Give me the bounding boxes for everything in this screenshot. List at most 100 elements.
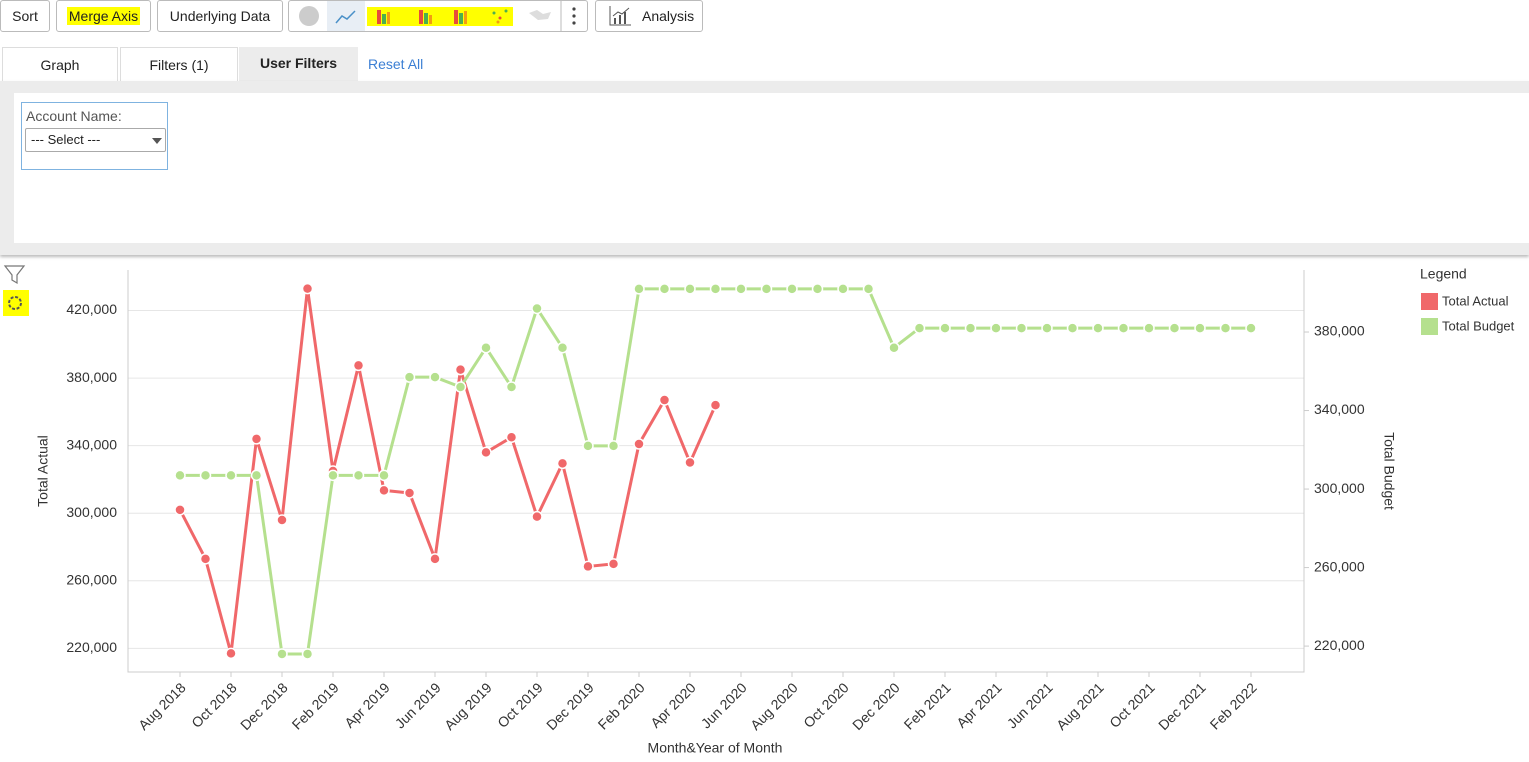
- x-tick-label: Oct 2021: [1106, 679, 1158, 731]
- data-point: [556, 341, 569, 354]
- filter-area: Account Name: --- Select ---: [14, 93, 1529, 243]
- filter-add-icon: [3, 265, 26, 285]
- x-tick-label: Feb 2020: [595, 679, 648, 732]
- data-point: [1066, 322, 1079, 334]
- filters-tab[interactable]: Filters (1): [120, 47, 238, 81]
- series-line: [180, 287, 1251, 656]
- reset-all-link[interactable]: Reset All: [368, 56, 424, 72]
- y-tick-label: 300,000: [66, 504, 117, 520]
- underlying-data-label: Underlying Data: [169, 8, 271, 24]
- y2-tick-label: 380,000: [1314, 323, 1365, 339]
- stacked-icon[interactable]: [419, 10, 432, 24]
- data-point: [1245, 322, 1257, 334]
- data-point: [913, 322, 926, 334]
- x-tick-label: Aug 2019: [441, 679, 495, 733]
- settings-icon: [8, 296, 22, 310]
- data-point: [709, 399, 722, 411]
- data-point: [352, 469, 365, 482]
- data-point: [301, 282, 314, 295]
- sort-button[interactable]: Sort: [0, 0, 50, 32]
- data-point: [480, 446, 492, 459]
- legend-swatch: [1421, 318, 1438, 335]
- data-point: [658, 394, 671, 406]
- x-tick-label: Feb 2019: [289, 679, 342, 732]
- data-point: [1117, 322, 1130, 334]
- legend-swatch: [1421, 293, 1438, 310]
- x-tick-label: Dec 2020: [849, 679, 903, 733]
- x-tick-label: Feb 2021: [901, 679, 954, 732]
- line-icon-bg: [327, 1, 365, 31]
- data-point: [327, 469, 339, 482]
- data-point: [862, 283, 875, 295]
- scatter-icon[interactable]: [492, 9, 508, 24]
- select-arrow: [152, 138, 162, 144]
- data-point: [505, 381, 518, 393]
- line-icon[interactable]: [335, 10, 356, 24]
- y2-axis-title: Total Budget: [1381, 432, 1397, 510]
- y-tick-label: 260,000: [66, 571, 117, 587]
- data-point: [760, 283, 773, 295]
- data-point: [225, 647, 237, 660]
- data-point: [352, 359, 365, 372]
- data-point: [633, 438, 645, 450]
- y2-tick-label: 300,000: [1314, 480, 1365, 496]
- data-point: [556, 457, 569, 470]
- x-tick-label: Dec 2018: [237, 679, 291, 733]
- data-point: [990, 322, 1002, 334]
- series-line: [178, 287, 717, 655]
- more-icon[interactable]: [572, 7, 576, 25]
- sort-label: Sort: [12, 8, 38, 24]
- data-point: [454, 363, 467, 376]
- data-point: [505, 431, 518, 443]
- data-point: [582, 560, 594, 573]
- data-point: [174, 469, 186, 482]
- account-select[interactable]: --- Select ---: [25, 128, 166, 152]
- plot-frame: [127, 270, 1305, 673]
- x-tick-label: Feb 2022: [1207, 679, 1260, 732]
- data-point: [888, 341, 900, 354]
- y-tick-label: 420,000: [66, 301, 117, 317]
- filter-panel: Account Name: --- Select ---: [0, 81, 1529, 255]
- graph-tab[interactable]: Graph: [2, 47, 118, 81]
- analysis-button[interactable]: Analysis: [595, 0, 703, 32]
- x-tick-label: Apr 2021: [953, 679, 1005, 731]
- settings-highlight: [3, 290, 29, 316]
- y-tick-label: 340,000: [66, 436, 117, 452]
- user-filters-tab-label: User Filters: [259, 55, 338, 71]
- pie-icon[interactable]: [299, 6, 319, 26]
- x-tick-label: Jun 2021: [1004, 679, 1056, 731]
- select-text: --- Select ---: [31, 132, 101, 147]
- x-tick-label: Jun 2020: [698, 679, 750, 731]
- filter-label: Account Name:: [26, 108, 122, 124]
- data-point: [709, 283, 722, 295]
- user-filters-tab[interactable]: User Filters: [239, 47, 358, 81]
- data-point: [1041, 322, 1053, 334]
- data-point: [811, 283, 824, 295]
- data-point: [607, 440, 620, 452]
- map-icon[interactable]: [529, 10, 551, 20]
- data-point: [403, 487, 416, 499]
- data-point: [301, 648, 314, 660]
- underlying-data-button[interactable]: Underlying Data: [157, 0, 283, 32]
- x-tick-label: Apr 2019: [341, 679, 393, 731]
- combo-icon[interactable]: [454, 10, 467, 24]
- data-point: [939, 322, 951, 334]
- data-point: [199, 469, 212, 482]
- filters-tab-label: Filters (1): [149, 57, 209, 73]
- bar-icon[interactable]: [377, 10, 390, 24]
- y-axis-title: Total Actual: [35, 435, 51, 507]
- data-point: [174, 504, 186, 516]
- y-tick-label: 380,000: [66, 369, 117, 385]
- x-tick-label: Apr 2020: [647, 679, 699, 731]
- merge-axis-button[interactable]: Merge Axis: [56, 0, 151, 32]
- x-axis-title: Month&Year of Month: [648, 740, 783, 756]
- data-point: [454, 381, 467, 393]
- data-point: [1168, 322, 1181, 334]
- data-point: [225, 469, 237, 482]
- analysis-label: Analysis: [642, 8, 695, 24]
- x-tick-label: Aug 2020: [747, 679, 801, 733]
- y2-tick-label: 220,000: [1314, 637, 1365, 653]
- data-point: [378, 469, 390, 482]
- data-point: [582, 440, 594, 452]
